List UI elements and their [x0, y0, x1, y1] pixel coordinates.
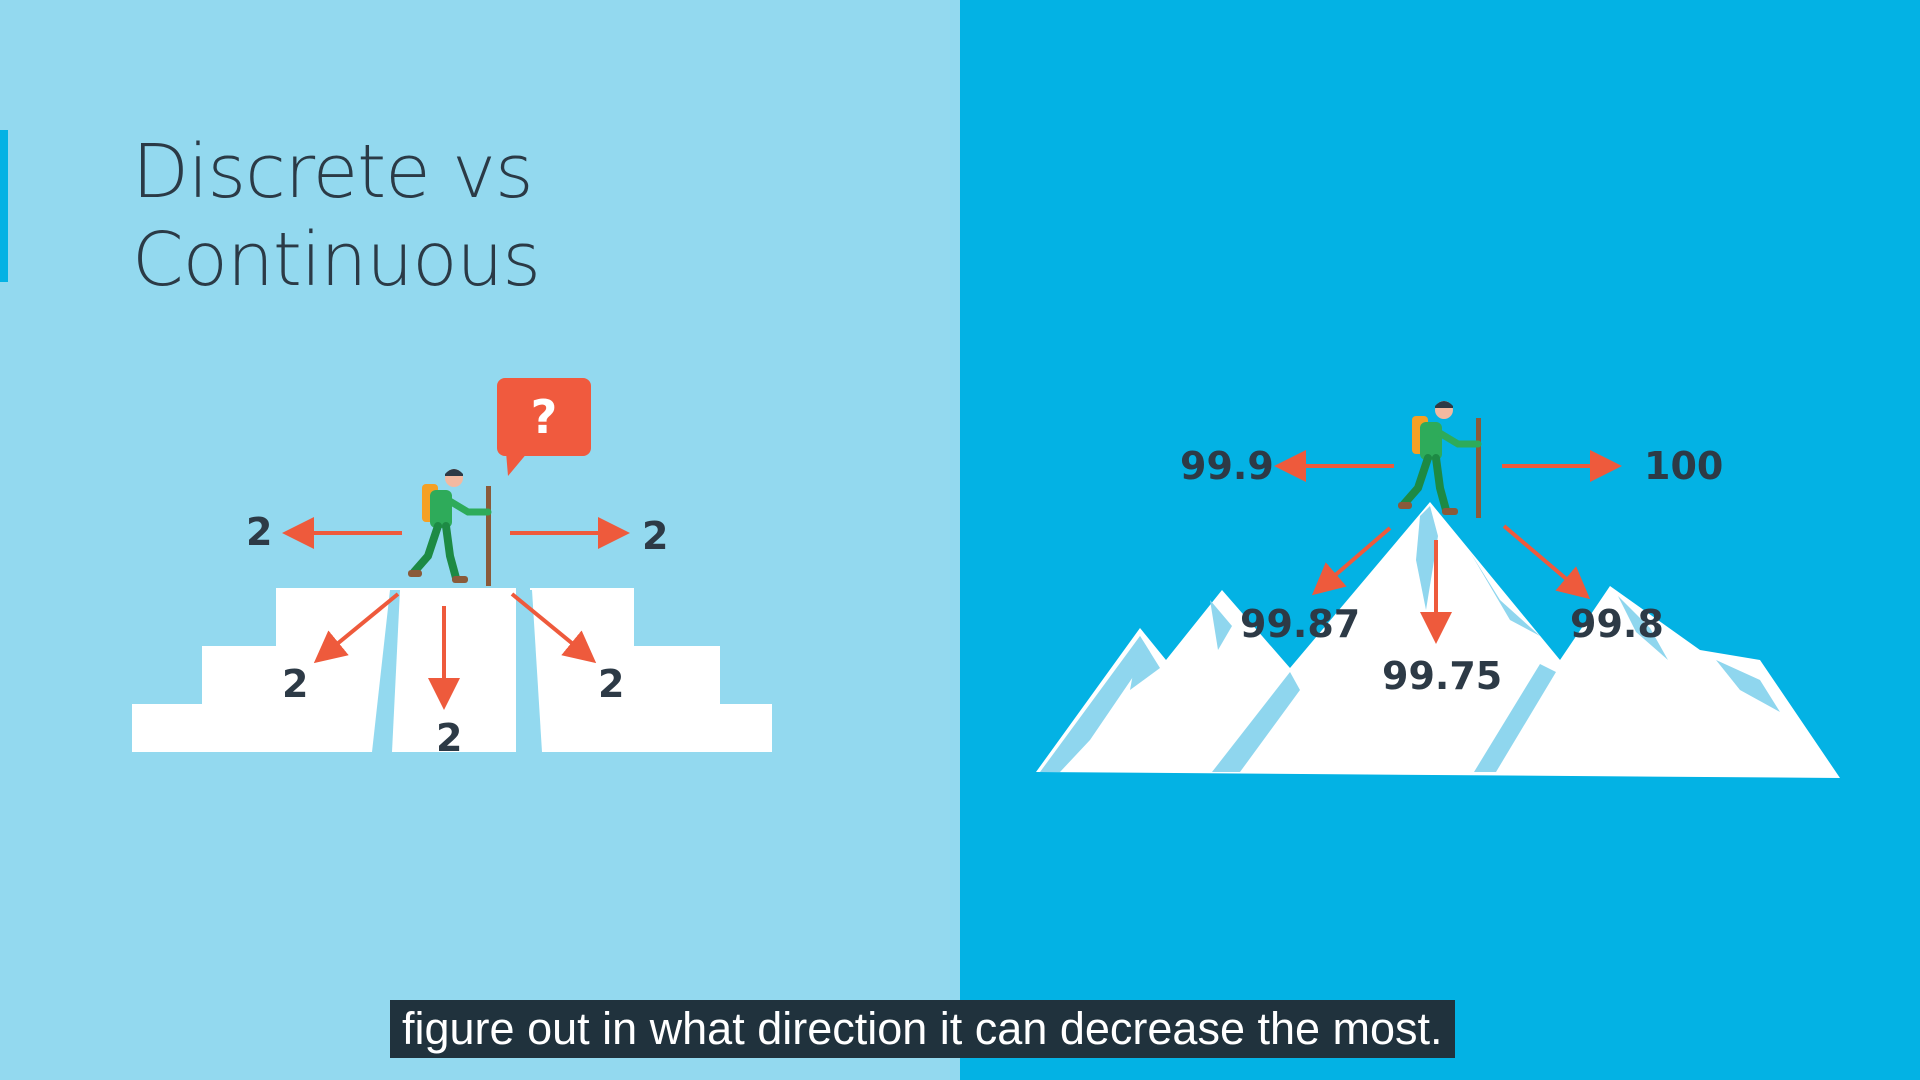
arrow-down-left	[1311, 526, 1392, 596]
hiker-icon	[1398, 401, 1482, 518]
label-left: 99.9	[1180, 444, 1274, 488]
speech-bubble	[497, 378, 591, 476]
arrow-down-right	[510, 592, 597, 664]
label-down: 99.75	[1382, 654, 1503, 698]
label-down-right: 2	[598, 662, 625, 706]
left-arrows	[282, 517, 630, 710]
title-line-1: Discrete vs	[132, 129, 534, 215]
label-right: 100	[1644, 444, 1724, 488]
hiker-icon	[408, 469, 492, 586]
arrow-down-right	[1502, 524, 1591, 600]
slide-title: Discrete vs Continuous	[132, 128, 541, 304]
label-down: 2	[436, 716, 463, 760]
title-accent-bar	[0, 130, 8, 282]
stairs	[132, 588, 772, 752]
title-line-2: Continuous	[132, 217, 541, 303]
label-right: 2	[642, 514, 669, 558]
arrow-down-left	[313, 592, 400, 664]
label-down-left: 2	[282, 662, 309, 706]
label-down-left: 99.87	[1240, 602, 1361, 646]
subtitle-caption: figure out in what direction it can decr…	[390, 1000, 1455, 1058]
right-arrows	[1274, 450, 1622, 644]
left-panel	[0, 0, 960, 1080]
question-mark-icon: ?	[530, 390, 558, 444]
label-down-right: 99.8	[1570, 602, 1664, 646]
label-left: 2	[246, 510, 273, 554]
